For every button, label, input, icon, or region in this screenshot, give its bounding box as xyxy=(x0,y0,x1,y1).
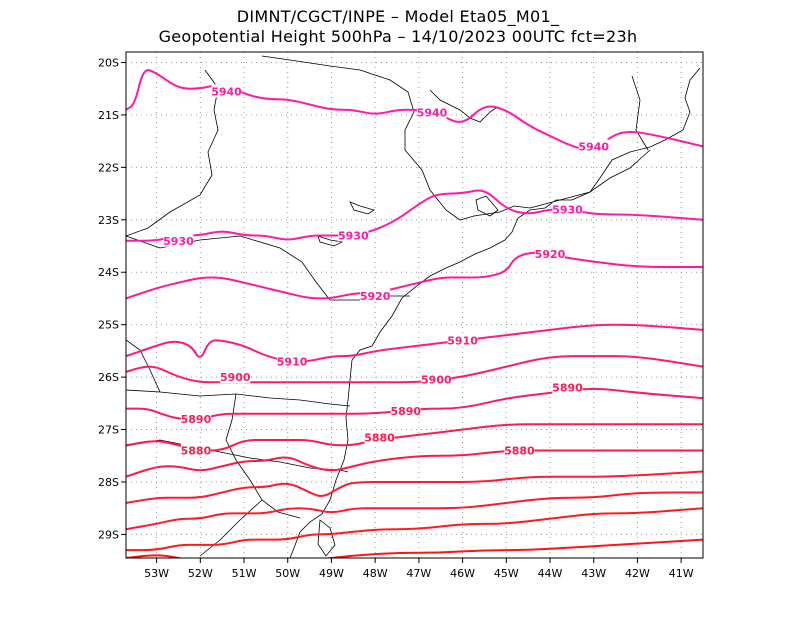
lon-tick-label: 42W xyxy=(625,567,650,580)
contour-label-bg xyxy=(416,105,447,119)
contour-label-bg xyxy=(338,228,369,242)
border-argentina xyxy=(225,393,301,519)
contour-label-5910: 5910 xyxy=(277,355,308,368)
state-border-pr-sc xyxy=(126,389,351,407)
contour-label-bg xyxy=(535,246,566,260)
contour-label-bg xyxy=(447,333,478,347)
reservoir-sp xyxy=(317,235,344,247)
lon-tick-label: 48W xyxy=(363,567,388,580)
longitude-axis: 53W 52W 51W 50W 49W 48W 47W 46W 45W 44W 43W 42W 41W xyxy=(144,558,694,580)
plot-area: 5940 5940 5940 5930 5930 5930 5920 5920 5910 5910… xyxy=(126,52,703,558)
contour-label-bg xyxy=(180,443,211,457)
border-uruguay-north xyxy=(199,499,263,557)
state-border-mg-es xyxy=(631,75,649,151)
contour-5840 xyxy=(126,507,703,552)
contour-label-5930: 5930 xyxy=(338,230,369,243)
contour-label-bg xyxy=(360,288,391,302)
lat-tick-label: 22S xyxy=(98,161,119,174)
border-paraguay xyxy=(126,339,161,393)
contour-label-bg xyxy=(504,443,535,457)
title-line-2: Geopotential Height 500hPa – 14/10/2023 … xyxy=(159,27,638,46)
contour-label-bg xyxy=(211,84,242,98)
contour-label-bg xyxy=(180,412,211,426)
plot-frame xyxy=(125,51,704,559)
contour-5900 xyxy=(126,355,703,384)
contour-label-5890: 5890 xyxy=(390,405,421,418)
lat-tick-label: 25S xyxy=(98,319,119,332)
contour-label-5930: 5930 xyxy=(552,203,583,216)
contour-label-5900: 5900 xyxy=(421,374,452,387)
contour-label-5880: 5880 xyxy=(364,431,395,444)
state-border-mg-rj xyxy=(529,149,651,209)
lake-reservoir xyxy=(349,201,375,215)
contour-label-5910: 5910 xyxy=(447,334,478,347)
lon-tick-label: 49W xyxy=(319,567,344,580)
contour-label-5940: 5940 xyxy=(417,106,448,119)
lon-tick-label: 41W xyxy=(669,567,694,580)
lon-tick-label: 43W xyxy=(581,567,606,580)
contour-label-bg xyxy=(578,139,609,153)
contour-label-bg xyxy=(277,354,308,368)
contour-label-5930: 5930 xyxy=(163,235,194,248)
contour-lines xyxy=(126,69,703,558)
contour-5870 xyxy=(126,449,703,478)
lon-tick-label: 44W xyxy=(538,567,563,580)
contour-label-5940: 5940 xyxy=(578,140,609,153)
contour-label-5880: 5880 xyxy=(504,445,535,458)
contour-labels: 5940 5940 5940 5930 5930 5930 5920 5920 5910 5910… xyxy=(163,84,609,458)
contour-5850 xyxy=(126,491,703,531)
contour-5920 xyxy=(126,251,703,300)
lon-tick-label: 46W xyxy=(450,567,475,580)
contour-label-bg xyxy=(421,372,452,386)
lon-tick-label: 50W xyxy=(275,567,300,580)
contour-label-bg xyxy=(390,404,421,418)
contour-5930 xyxy=(126,189,703,242)
lat-tick-label: 20S xyxy=(98,56,119,69)
lon-tick-label: 52W xyxy=(188,567,213,580)
lon-tick-label: 45W xyxy=(494,567,519,580)
lagoon-outline xyxy=(317,519,336,557)
contour-label-5940: 5940 xyxy=(211,85,242,98)
lat-tick-label: 21S xyxy=(98,109,119,122)
coastline xyxy=(289,67,701,558)
state-border-ms-sp xyxy=(126,69,219,237)
contour-5940 xyxy=(126,69,703,151)
contour-label-bg xyxy=(552,202,583,216)
lat-tick-label: 23S xyxy=(98,214,119,227)
contour-label-5920: 5920 xyxy=(360,290,391,303)
contour-label-5890: 5890 xyxy=(552,382,583,395)
contour-label-5920: 5920 xyxy=(535,248,566,261)
contour-label-bg xyxy=(163,233,194,247)
lat-tick-label: 26S xyxy=(98,371,119,384)
lat-tick-label: 24S xyxy=(98,266,119,279)
lat-tick-label: 27S xyxy=(98,424,119,437)
lon-tick-label: 47W xyxy=(406,567,431,580)
lat-tick-label: 29S xyxy=(98,528,119,541)
contour-5860 xyxy=(126,470,703,504)
lat-tick-label: 28S xyxy=(98,476,119,489)
contour-label-5900: 5900 xyxy=(220,371,251,384)
contour-5890 xyxy=(126,387,703,421)
title-line-1: DIMNT/CGCT/INPE – Model Eta05_M01_ xyxy=(237,7,560,27)
lon-tick-label: 51W xyxy=(232,567,257,580)
contour-5880 xyxy=(126,423,703,452)
contour-label-bg xyxy=(364,430,395,444)
lon-tick-label: 53W xyxy=(144,567,169,580)
contour-label-bg xyxy=(552,380,583,394)
contour-label-5890: 5890 xyxy=(181,413,212,426)
contour-label-bg xyxy=(220,370,251,384)
latitude-axis: 20S 21S 22S 23S 24S 25S 26S 27S 28S 29S xyxy=(98,56,126,541)
state-border-sp-mg xyxy=(261,55,531,221)
contour-label-5880: 5880 xyxy=(181,445,212,458)
contour-5830 xyxy=(126,538,703,558)
